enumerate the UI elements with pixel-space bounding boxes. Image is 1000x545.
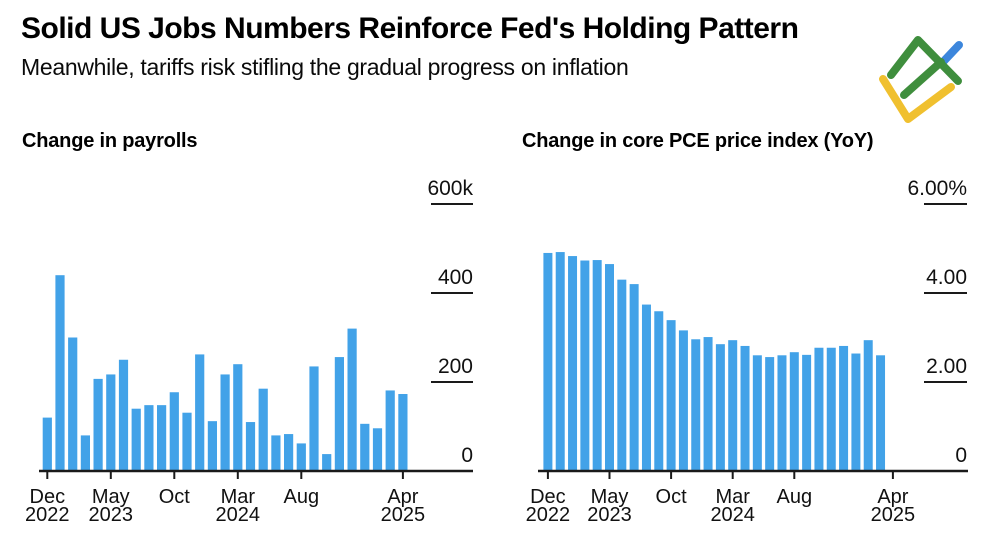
logo-green-peak [887,36,962,85]
y-tick-label: 6.00% [907,177,967,200]
bar [789,352,799,471]
x-tick-label: May [591,486,629,508]
chart-title-payrolls: Change in payrolls [22,130,198,152]
bar [629,284,639,471]
bar [68,337,78,471]
y-tick-label: 0 [461,444,473,467]
x-tick-label: 2022 [526,504,571,526]
y-tick-label: 600k [427,177,473,200]
bar [258,388,268,472]
y-tick-label: 400 [438,266,473,289]
bar [157,405,167,471]
logo-green-crossbar [900,58,945,99]
x-tick-label: Dec [530,486,566,508]
bar [802,354,812,471]
bar [207,421,217,471]
x-tick-label: Apr [877,486,908,508]
bar [826,347,836,472]
bar [641,304,651,471]
bar [777,355,787,471]
bar [182,412,192,471]
bar [543,252,553,471]
x-tick-label: Mar [221,486,256,508]
bar [233,364,243,471]
x-tick-label: 2024 [710,504,755,526]
bar [296,443,306,471]
x-tick-label: 2025 [381,504,426,526]
y-tick-label: 4.00 [926,266,967,289]
litefinance-logo [879,36,963,123]
x-tick-label: 2025 [871,504,916,526]
bar [347,328,357,471]
bar [118,359,129,471]
bar [372,428,383,471]
bar [309,366,319,472]
bar [876,355,886,471]
bar [322,454,332,471]
bar [568,256,578,471]
x-tick-label: 2024 [216,504,261,526]
bar [271,435,281,471]
y-tick-label: 200 [438,355,473,378]
bar [592,260,602,471]
x-tick-label: Dec [30,486,66,508]
bar [169,392,179,472]
bar [220,374,230,471]
bar [555,252,565,471]
bar [334,357,344,471]
bar [284,434,294,471]
x-tick-label: Aug [777,486,813,508]
x-tick-label: 2022 [25,504,70,526]
bar [144,405,154,471]
bar [617,279,627,471]
chart-title-core-pce: Change in core PCE price index (YoY) [522,130,874,152]
bar [666,320,676,471]
bar [42,417,52,471]
bar [839,345,849,471]
bar [580,260,590,471]
bar [678,330,688,471]
bar [195,354,205,471]
bar [131,408,141,471]
bar [863,340,873,471]
page-title: Solid US Jobs Numbers Reinforce Fed's Ho… [21,12,799,45]
bar [80,435,90,471]
bar [385,390,395,471]
bar [55,275,65,471]
bar [360,423,370,471]
y-tick-label: 0 [955,444,967,467]
x-tick-label: Mar [715,486,750,508]
bar [728,340,738,471]
bar [106,374,116,471]
x-tick-label: 2023 [89,504,134,526]
logo-yellow-chevron [879,75,955,123]
x-tick-label: Aug [284,486,320,508]
x-tick-label: Apr [387,486,418,508]
bar [605,264,614,471]
page-subtitle: Meanwhile, tariffs risk stifling the gra… [21,54,629,80]
bar [740,345,750,471]
bar [814,347,824,472]
x-tick-label: May [92,486,130,508]
logo-blue-stroke [938,41,963,67]
bar [703,337,713,471]
bar [93,378,103,471]
bar [398,394,408,471]
bar [752,355,762,471]
bar [715,344,725,472]
y-tick-label: 2.00 [926,355,967,378]
x-tick-label: 2023 [587,504,632,526]
bar [245,422,256,471]
bar [654,311,664,471]
bar [851,353,861,471]
bar [765,357,775,471]
x-tick-label: Oct [656,486,688,508]
bar [691,339,701,471]
x-tick-label: Oct [159,486,191,508]
